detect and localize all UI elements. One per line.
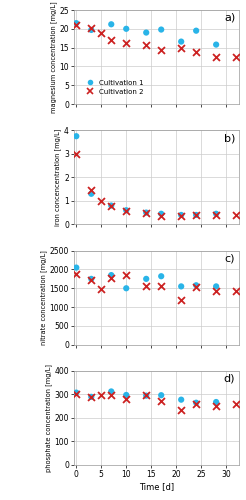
Point [194, 282, 198, 290]
Point [144, 282, 148, 290]
Point [179, 396, 183, 404]
Point [194, 26, 198, 34]
Point [74, 390, 78, 398]
Text: c): c) [225, 254, 235, 264]
Point [179, 212, 183, 220]
Point [124, 396, 128, 404]
Point [179, 296, 183, 304]
Y-axis label: nitrate concentration [mg/L]: nitrate concentration [mg/L] [40, 250, 47, 345]
Point [99, 391, 103, 399]
Point [74, 150, 78, 158]
Point [89, 190, 93, 198]
Point [214, 210, 218, 218]
Y-axis label: phosphate concentration [mg/L]: phosphate concentration [mg/L] [45, 364, 51, 472]
Point [194, 211, 198, 219]
Text: a): a) [224, 13, 235, 23]
Point [109, 271, 113, 279]
Point [214, 398, 218, 406]
Point [234, 54, 238, 62]
Point [144, 208, 148, 216]
Point [144, 275, 148, 283]
Point [159, 391, 163, 399]
Point [214, 54, 218, 62]
Point [99, 197, 103, 205]
Point [194, 211, 198, 219]
Point [194, 400, 198, 408]
Point [159, 396, 163, 404]
Point [124, 25, 128, 33]
Point [109, 388, 113, 396]
Point [234, 211, 238, 219]
Point [124, 284, 128, 292]
Point [144, 208, 148, 216]
Point [234, 288, 238, 296]
Point [89, 24, 93, 32]
Point [109, 202, 113, 209]
Point [234, 400, 238, 408]
Point [214, 282, 218, 290]
Point [179, 38, 183, 46]
Point [179, 282, 183, 290]
Point [214, 211, 218, 219]
Point [89, 393, 93, 401]
Point [109, 36, 113, 44]
Point [179, 44, 183, 52]
Point [159, 210, 163, 218]
Point [124, 38, 128, 46]
Point [159, 282, 163, 290]
Point [179, 406, 183, 414]
Point [214, 40, 218, 48]
Text: d): d) [224, 374, 235, 384]
Point [214, 402, 218, 410]
Y-axis label: iron concencentration [mg/L]: iron concencentration [mg/L] [55, 128, 61, 226]
Point [159, 212, 163, 220]
Point [89, 276, 93, 284]
Point [144, 42, 148, 50]
Legend: Cultivation 1, Cultivation 2: Cultivation 1, Cultivation 2 [81, 78, 146, 97]
Point [159, 26, 163, 34]
Point [109, 202, 113, 209]
Point [99, 28, 103, 36]
Point [214, 288, 218, 296]
Point [194, 283, 198, 291]
Point [99, 285, 103, 293]
Point [89, 26, 93, 34]
Text: b): b) [224, 133, 235, 143]
Point [144, 390, 148, 398]
Point [124, 391, 128, 399]
Point [144, 392, 148, 400]
Point [89, 186, 93, 194]
Point [124, 208, 128, 216]
Point [74, 270, 78, 278]
Point [144, 28, 148, 36]
Point [194, 398, 198, 406]
Point [74, 388, 78, 396]
Point [179, 211, 183, 219]
Point [109, 20, 113, 28]
Point [124, 206, 128, 214]
Point [74, 132, 78, 140]
Point [159, 272, 163, 280]
Point [89, 394, 93, 402]
Y-axis label: magnesium concentration [mg/L]: magnesium concentration [mg/L] [50, 1, 57, 113]
Point [74, 21, 78, 29]
Point [74, 264, 78, 272]
Point [109, 274, 113, 282]
Point [109, 392, 113, 400]
Point [74, 19, 78, 27]
Point [124, 272, 128, 280]
Point [194, 48, 198, 56]
Point [159, 46, 163, 54]
X-axis label: Time [d]: Time [d] [139, 482, 174, 490]
Point [89, 275, 93, 283]
